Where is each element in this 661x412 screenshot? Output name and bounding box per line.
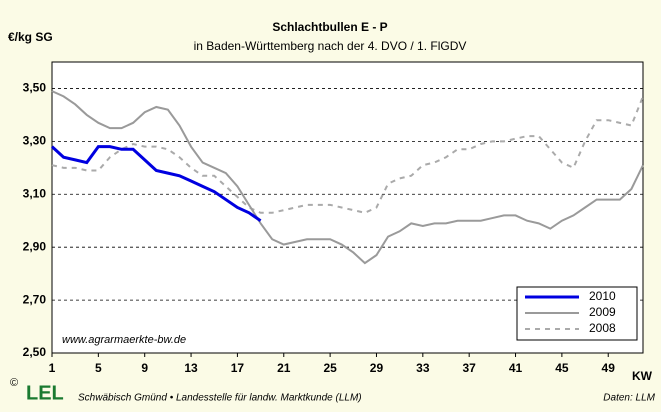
series-line [51, 96, 644, 214]
x-tick-label: 17 [231, 361, 245, 375]
chart-subtitle: in Baden-Württemberg nach der 4. DVO / 1… [194, 39, 467, 53]
logo: LEL [26, 382, 64, 404]
chart-title: Schlachtbullen E - P [272, 20, 387, 34]
watermark: www.agrarmaerkte-bw.de [62, 334, 186, 346]
x-tick-label: 9 [141, 361, 148, 375]
logo-copyright: © [10, 377, 18, 389]
x-tick-label: 41 [509, 361, 523, 375]
y-tick-label: 3,50 [23, 81, 47, 95]
y-tick-label: 3,10 [23, 186, 47, 200]
x-tick-label: 5 [95, 361, 102, 375]
series-line [51, 90, 644, 265]
series-line [50, 145, 262, 222]
legend-label: 2008 [589, 321, 616, 335]
y-tick-label: 3,30 [23, 134, 47, 148]
x-tick-label: 33 [416, 361, 430, 375]
x-tick-label: 21 [277, 361, 291, 375]
legend-label: 2009 [589, 305, 616, 319]
x-axis-label: KW [632, 369, 653, 383]
y-axis-label: €/kg SG [8, 30, 53, 44]
y-tick-label: 2,50 [23, 345, 47, 359]
x-tick-label: 1 [49, 361, 56, 375]
x-tick-label: 25 [323, 361, 337, 375]
source: Daten: LLM [603, 393, 655, 404]
y-tick-label: 2,70 [23, 292, 47, 306]
legend-label: 2010 [589, 289, 616, 303]
footer: Schwäbisch Gmünd • Landesstelle für land… [78, 393, 362, 404]
x-tick-label: 37 [462, 361, 476, 375]
x-tick-label: 45 [555, 361, 569, 375]
x-tick-label: 13 [184, 361, 198, 375]
x-tick-label: 29 [370, 361, 384, 375]
y-tick-label: 2,90 [23, 239, 47, 253]
x-tick-label: 49 [602, 361, 616, 375]
